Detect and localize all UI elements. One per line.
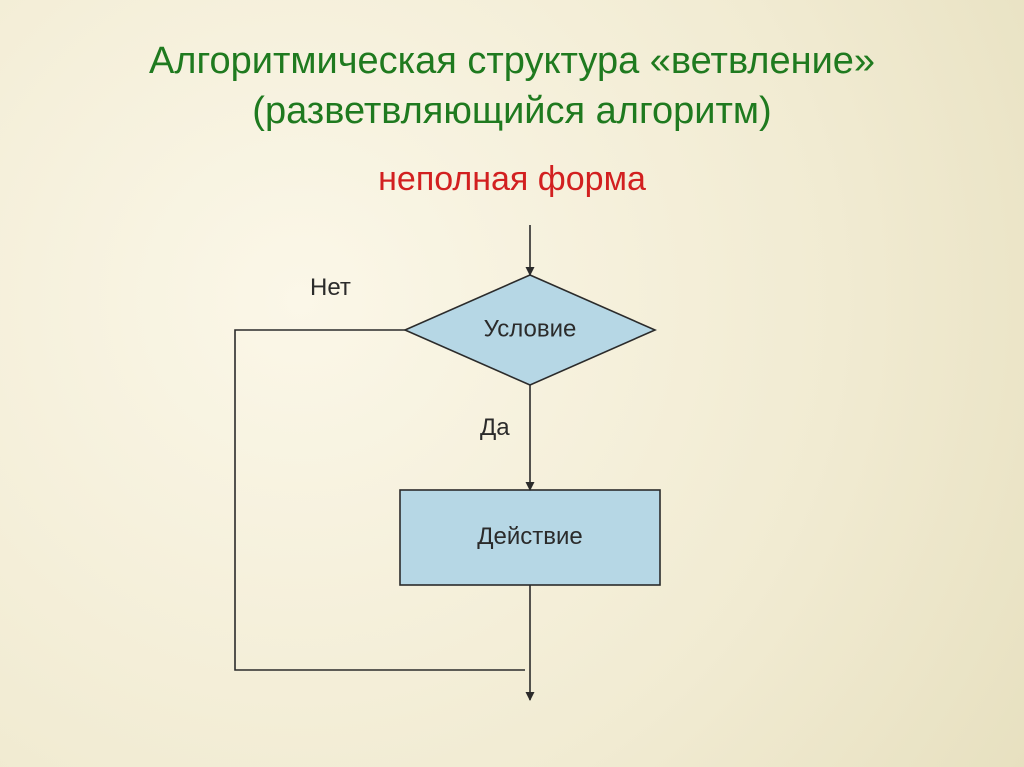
title-line-1: Алгоритмическая структура «ветвление» — [0, 36, 1024, 86]
slide-subtitle: неполная форма — [0, 160, 1024, 199]
process-label: Действие — [477, 523, 583, 550]
label-no: Нет — [310, 274, 351, 301]
slide: Условие Действие Нет Да Алгоритмическая стр… — [0, 0, 1024, 767]
decision-label: Условие — [484, 315, 577, 342]
label-yes: Да — [480, 414, 510, 441]
slide-title: Алгоритмическая структура «ветвление» (р… — [0, 36, 1024, 136]
title-line-2: (разветвляющийся алгоритм) — [0, 86, 1024, 136]
